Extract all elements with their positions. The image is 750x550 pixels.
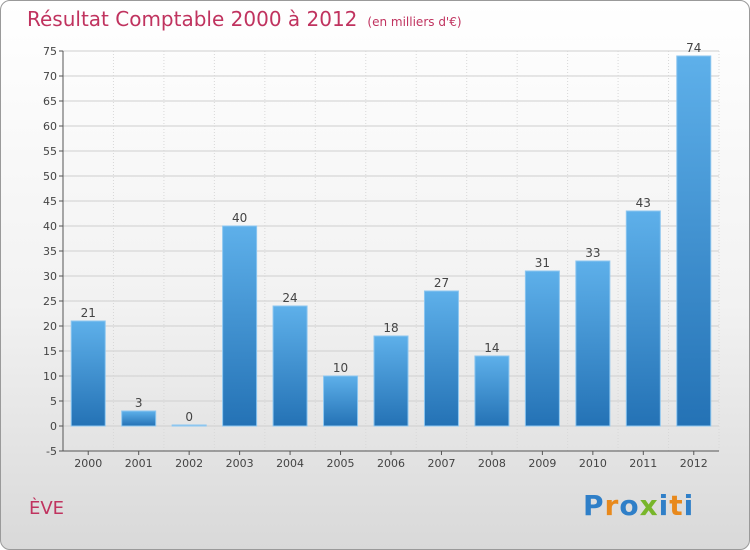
logo-letter: r	[604, 489, 620, 522]
x-tick-label-2009: 2009	[528, 457, 556, 470]
y-tick-label: 55	[43, 145, 57, 158]
labels: -5 0 5 10 15 20 25 30 35 40 45 50 55 60 65 70 75 21 2000 3 2…	[43, 41, 708, 470]
y-tick-label: 25	[43, 295, 57, 308]
x-tick-label-2002: 2002	[175, 457, 203, 470]
x-tick-label-2003: 2003	[226, 457, 254, 470]
bar-2010	[575, 260, 611, 427]
y-tick-label: 5	[50, 395, 57, 408]
y-tick-label: 50	[43, 170, 57, 183]
bar-2000	[70, 320, 106, 427]
y-tick-label: 75	[43, 45, 57, 58]
bar-2006	[373, 335, 409, 427]
y-tick-label: 20	[43, 320, 57, 333]
x-tick-label-2005: 2005	[327, 457, 355, 470]
y-tick-label: 30	[43, 270, 57, 283]
y-tick-label: 35	[43, 245, 57, 258]
logo-letter: i	[683, 489, 695, 522]
bars	[70, 55, 712, 427]
x-tick-label-2001: 2001	[125, 457, 153, 470]
logo-letter: x	[639, 489, 659, 522]
title-block: Résultat Comptable 2000 à 2012 (en millie…	[27, 7, 462, 31]
chart-title: Résultat Comptable 2000 à 2012	[27, 7, 358, 31]
x-tick-label-2011: 2011	[629, 457, 657, 470]
y-tick-label: 45	[43, 195, 57, 208]
x-tick-label-2008: 2008	[478, 457, 506, 470]
place-name: ÈVE	[29, 498, 65, 519]
x-tick-label-2004: 2004	[276, 457, 304, 470]
bar-2001	[121, 410, 157, 427]
x-tick-label-2010: 2010	[579, 457, 607, 470]
y-tick-label: 40	[43, 220, 57, 233]
data-label-2011: 43	[636, 196, 651, 210]
x-tick-label-2012: 2012	[680, 457, 708, 470]
x-tick-label-2006: 2006	[377, 457, 405, 470]
axes	[59, 50, 719, 455]
data-label-2003: 40	[232, 211, 247, 225]
bar-2009	[524, 270, 560, 427]
data-label-2002: 0	[185, 410, 193, 424]
logo-letter: t	[669, 489, 684, 522]
x-tick-label-2007: 2007	[427, 457, 455, 470]
y-tick-label: 60	[43, 120, 57, 133]
bar-2007	[423, 290, 459, 427]
logo-letter: P	[583, 489, 605, 522]
bar-2012	[676, 55, 712, 427]
proxiti-logo: Proxiti	[583, 489, 694, 522]
data-label-2008: 14	[484, 341, 499, 355]
bar-2005	[323, 375, 359, 427]
data-label-2001: 3	[135, 396, 143, 410]
logo-letter: i	[658, 489, 670, 522]
logo-letter: o	[619, 489, 640, 522]
y-tick-label: 10	[43, 370, 57, 383]
data-label-2006: 18	[383, 321, 398, 335]
bar-2002	[171, 424, 207, 427]
y-tick-label: 70	[43, 70, 57, 83]
data-label-2005: 10	[333, 361, 348, 375]
data-label-2004: 24	[282, 291, 297, 305]
bar-2011	[625, 210, 661, 427]
data-label-2000: 21	[81, 306, 96, 320]
y-tick-label: 0	[50, 420, 57, 433]
y-tick-label: 15	[43, 345, 57, 358]
data-label-2007: 27	[434, 276, 449, 290]
data-label-2009: 31	[535, 256, 550, 270]
data-label-2012: 74	[686, 41, 701, 55]
data-label-2010: 33	[585, 246, 600, 260]
y-tick-label: 65	[43, 95, 57, 108]
bar-2004	[272, 305, 308, 427]
bar-2008	[474, 355, 510, 427]
x-tick-label-2000: 2000	[74, 457, 102, 470]
chart-subtitle: (en milliers d'€)	[367, 15, 462, 29]
y-tick-label: -5	[46, 445, 57, 458]
bar-2003	[222, 225, 258, 427]
